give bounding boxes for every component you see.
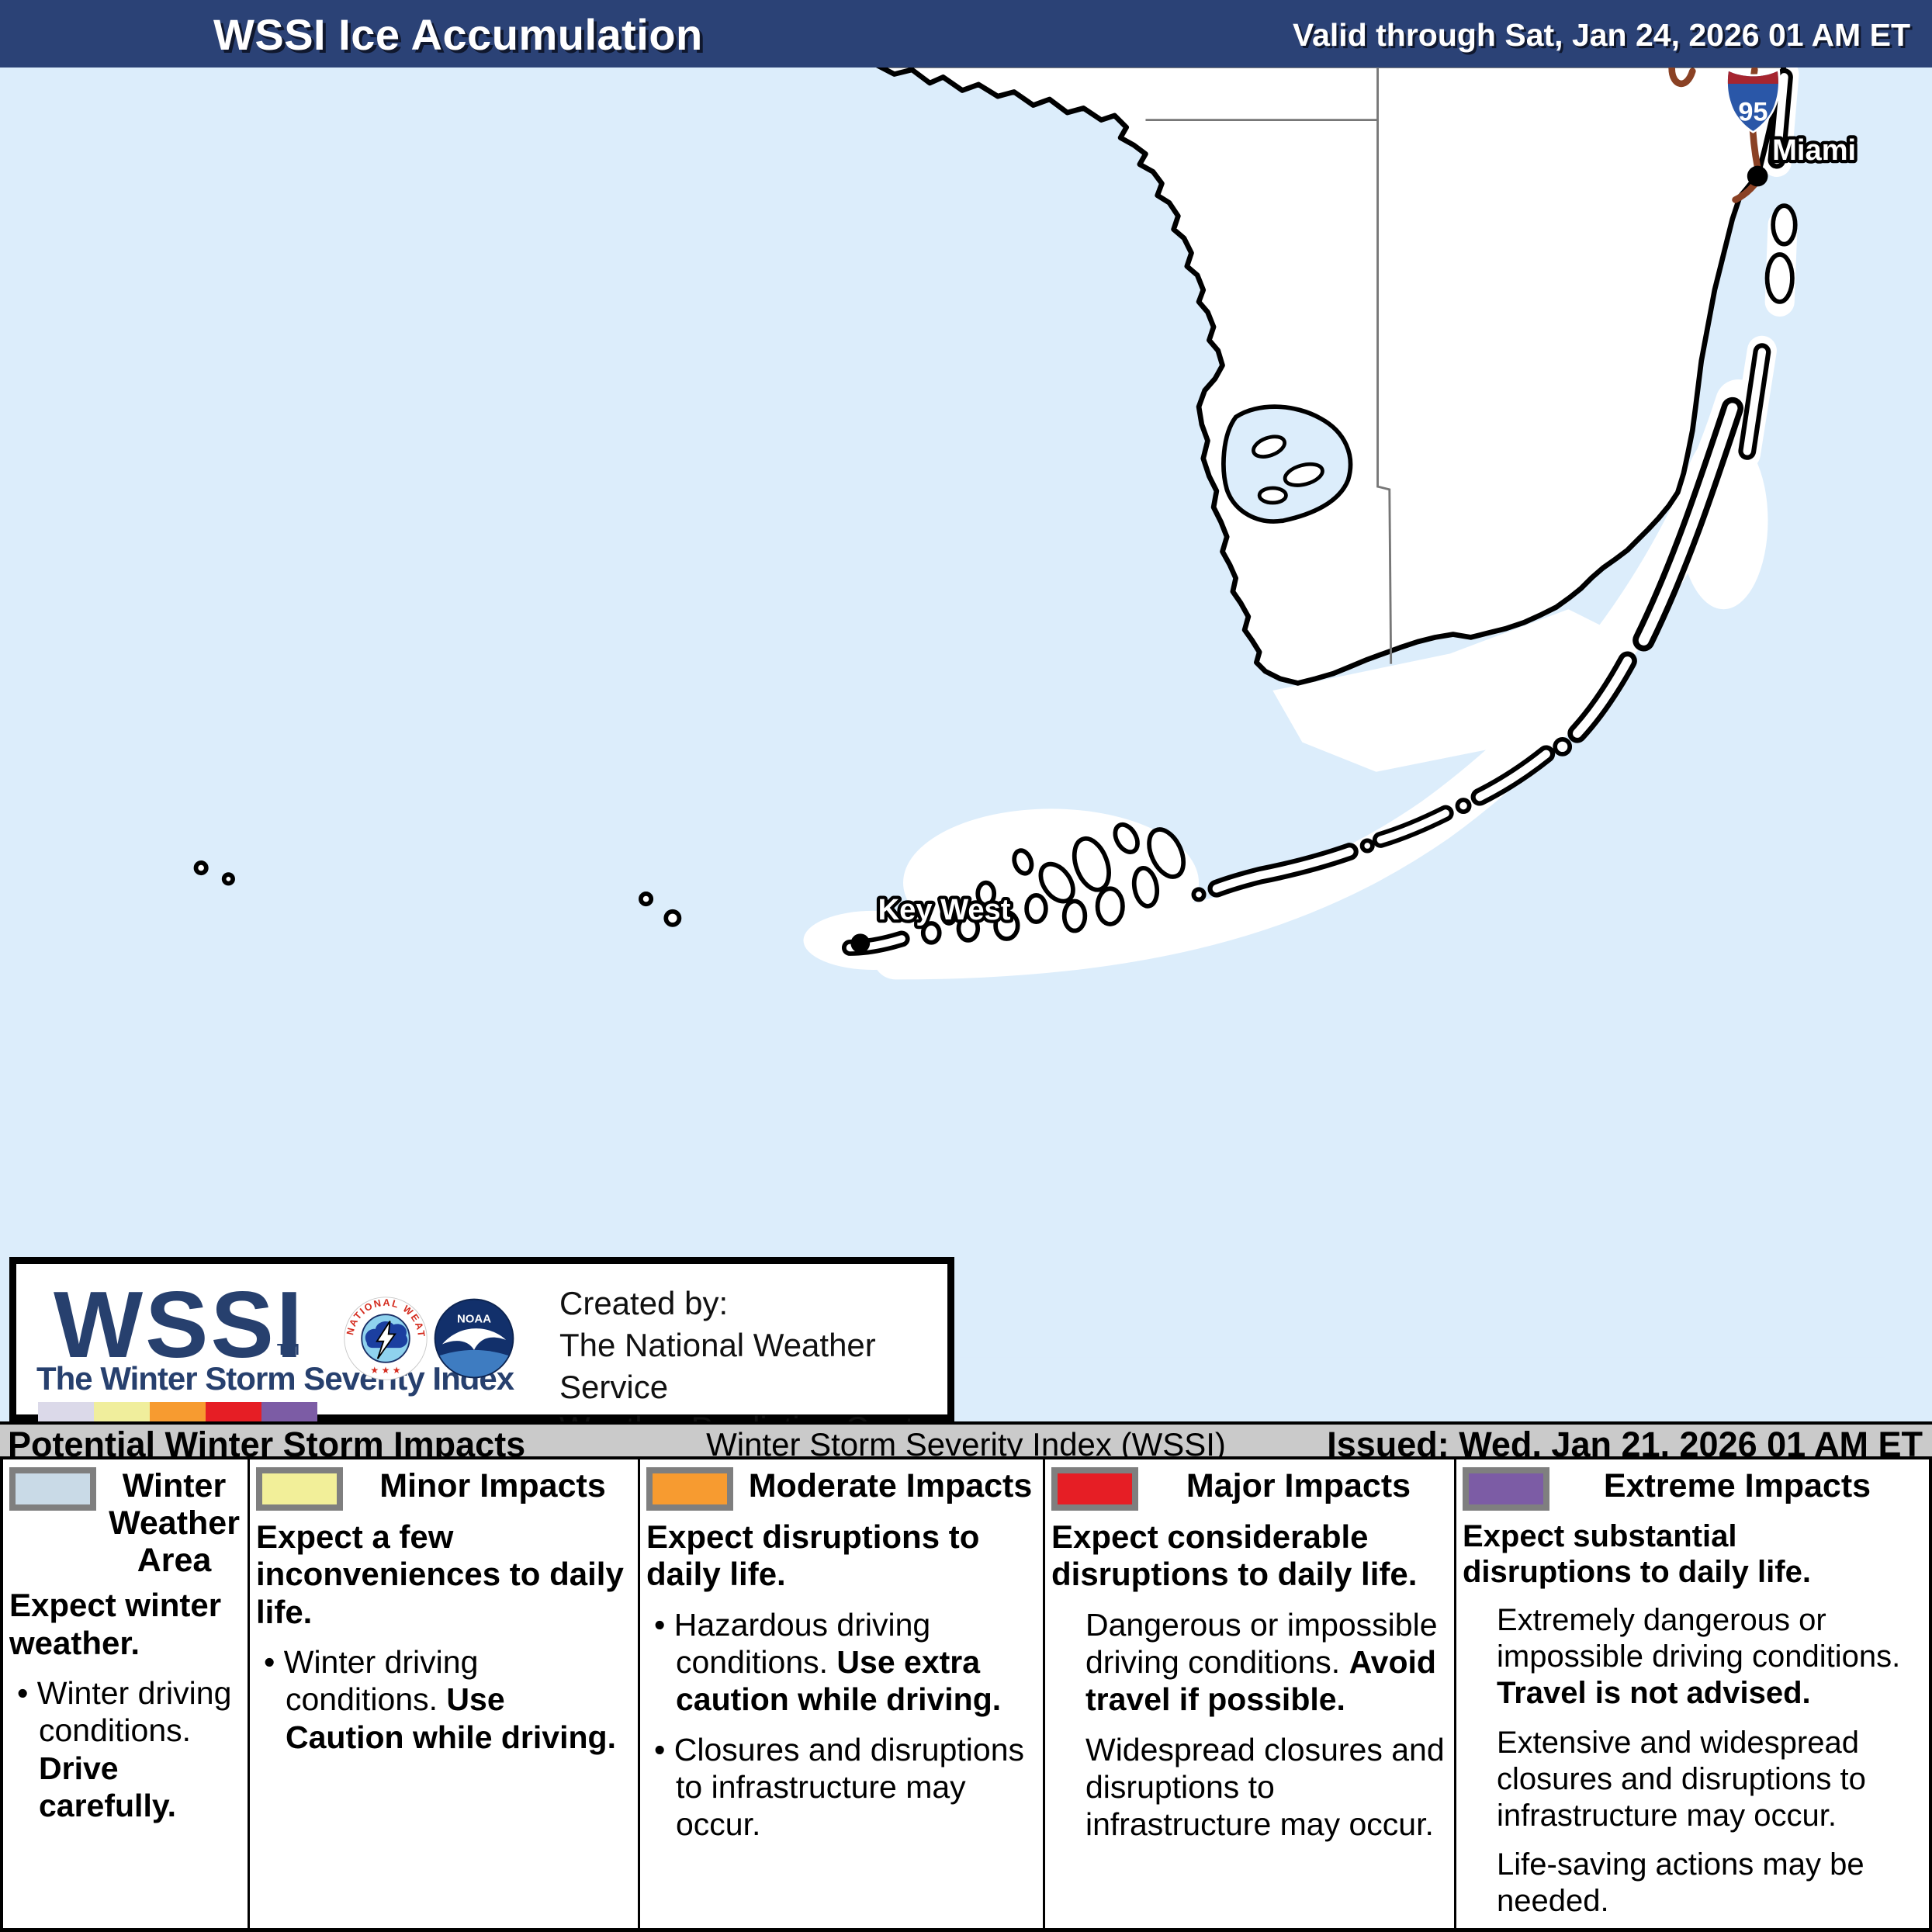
- florida-keys: [193, 396, 1744, 956]
- strip-issued-text: Issued: Wed, Jan 21, 2026 01 AM ET: [1327, 1425, 1923, 1464]
- legend-column-major-impacts: Major Impacts Expect considerable disrupt…: [1045, 1459, 1456, 1928]
- whitewater-bay: [1221, 404, 1353, 524]
- legend-swatch: [1463, 1467, 1549, 1511]
- legend-item: • Winter driving conditions. Use Caution…: [264, 1643, 616, 1755]
- legend-column-winter-weather-area: Winter Weather Area Expect winter weather…: [3, 1459, 250, 1928]
- header-bar: WSSI Ice Accumulation Valid through Sat,…: [0, 0, 1932, 68]
- legend-title: Minor Impacts: [379, 1467, 606, 1504]
- legend-swatch: [1051, 1467, 1138, 1511]
- strip-center-title: Winter Storm Severity Index (WSSI): [706, 1426, 1226, 1463]
- legend-item: Dangerous or impossible driving conditio…: [1085, 1606, 1438, 1718]
- map-area: 95 Miami Key West: [0, 68, 1932, 1421]
- legend-item: Life-saving actions may be needed.: [1497, 1847, 1864, 1919]
- legend-item: Extensive and widespread closures and di…: [1497, 1725, 1866, 1833]
- noaa-logo-icon: NOAA: [431, 1295, 518, 1386]
- legend-intro: Expect disruptions to daily life.: [646, 1518, 980, 1593]
- miami-city-dot: [1747, 165, 1768, 187]
- legend-item: Extremely dangerous or impossible drivin…: [1497, 1603, 1901, 1711]
- wssi-tagline: The Winter Storm Severity Index: [36, 1360, 514, 1397]
- legend-intro: Expect considerable disruptions to daily…: [1051, 1518, 1418, 1593]
- legend-item: Widespread closures and disruptions to i…: [1085, 1731, 1445, 1843]
- south-florida-map: 95 Miami Key West: [46, 68, 1886, 1358]
- legend-swatch: [256, 1467, 343, 1511]
- miami-label: Miami: [1772, 134, 1856, 167]
- florida-mainland: [875, 68, 1787, 686]
- nws-logo-icon: NATIONAL WEATHER SERVICE ★ ★ ★: [342, 1295, 429, 1386]
- svg-text:★ ★ ★: ★ ★ ★: [370, 1365, 400, 1376]
- wssi-logo-box: WSSI TM The Winter Storm Severity Index …: [9, 1257, 954, 1446]
- legend-intro: Expect substantial disruptions to daily …: [1463, 1519, 1811, 1589]
- legend-intro: Expect a few inconveniences to daily lif…: [256, 1518, 624, 1630]
- legend-column-moderate-impacts: Moderate Impacts Expect disruptions to da…: [640, 1459, 1045, 1928]
- legend-item: • Hazardous driving conditions. Use extr…: [654, 1606, 1002, 1718]
- strip-left-title: Potential Winter Storm Impacts: [8, 1425, 526, 1464]
- svg-text:95: 95: [1738, 98, 1768, 127]
- county-boundaries: [1145, 68, 1393, 664]
- legend-column-minor-impacts: Minor Impacts Expect a few inconveniences…: [250, 1459, 640, 1928]
- legend-title: Moderate Impacts: [748, 1467, 1033, 1504]
- valid-through-text: Valid through Sat, Jan 24, 2026 01 AM ET: [1293, 17, 1910, 53]
- legend-intro: Expect winter weather.: [9, 1587, 222, 1661]
- impacts-strip: Potential Winter Storm Impacts Winter St…: [0, 1421, 1932, 1464]
- legend-title: Major Impacts: [1186, 1467, 1411, 1504]
- trademark-text: TM: [277, 1342, 299, 1359]
- key-west-label: Key West: [878, 894, 1011, 926]
- key-west-city-dot: [850, 933, 871, 954]
- page-title: WSSI Ice Accumulation: [213, 10, 703, 59]
- impact-legend: Winter Weather Area Expect winter weather…: [0, 1459, 1932, 1932]
- legend-swatch: [646, 1467, 733, 1511]
- legend-item: • Closures and disruptions to infrastruc…: [654, 1731, 1024, 1843]
- svg-text:NOAA: NOAA: [457, 1312, 491, 1325]
- legend-item: • Winter driving conditions. Drive caref…: [17, 1675, 232, 1824]
- interstate-95-shield-icon: 95: [1726, 68, 1781, 133]
- wssi-logo-text: WSSI: [54, 1272, 305, 1377]
- barrier-islands: [1738, 68, 1798, 460]
- legend-column-extreme-impacts: Extreme Impacts Expect substantial disrup…: [1456, 1459, 1920, 1928]
- legend-swatch: [9, 1467, 96, 1511]
- legend-title: Extreme Impacts: [1603, 1467, 1871, 1504]
- legend-title: Winter Weather Area: [109, 1467, 240, 1580]
